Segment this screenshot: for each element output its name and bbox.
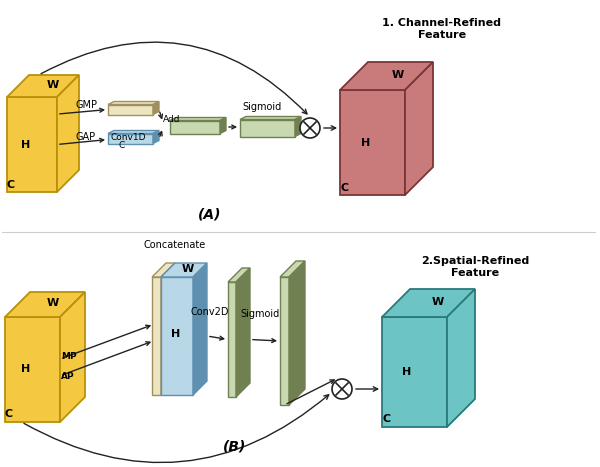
Text: H: H — [21, 365, 31, 375]
Polygon shape — [236, 268, 250, 397]
Text: Sigmoid: Sigmoid — [241, 309, 280, 318]
Text: Concatenate: Concatenate — [144, 240, 206, 250]
Text: H: H — [361, 137, 371, 148]
Text: 1. Channel-Refined
Feature: 1. Channel-Refined Feature — [383, 18, 502, 40]
Text: MP: MP — [61, 352, 77, 361]
Polygon shape — [382, 317, 447, 427]
Text: C: C — [7, 180, 15, 190]
Polygon shape — [193, 263, 207, 395]
Polygon shape — [340, 90, 405, 195]
Text: W: W — [46, 80, 59, 90]
Text: GMP: GMP — [76, 100, 98, 111]
Text: W: W — [182, 264, 194, 274]
Polygon shape — [153, 101, 159, 114]
Text: (A): (A) — [198, 208, 222, 222]
Polygon shape — [240, 116, 301, 120]
Polygon shape — [295, 116, 301, 136]
Text: (B): (B) — [223, 440, 247, 454]
Polygon shape — [5, 317, 60, 422]
Text: W: W — [47, 298, 59, 308]
Polygon shape — [447, 289, 475, 427]
Polygon shape — [161, 277, 193, 395]
Polygon shape — [161, 263, 207, 277]
Text: W: W — [392, 70, 404, 79]
Text: Sigmoid: Sigmoid — [242, 102, 281, 113]
Polygon shape — [240, 120, 295, 136]
Polygon shape — [153, 130, 159, 143]
Polygon shape — [161, 263, 175, 395]
Text: GAP: GAP — [76, 132, 96, 142]
Text: 2.Spatial-Refined
Feature: 2.Spatial-Refined Feature — [421, 256, 529, 278]
Text: H: H — [402, 367, 412, 377]
Polygon shape — [405, 62, 433, 195]
Polygon shape — [220, 118, 226, 134]
Text: H: H — [22, 140, 31, 149]
Polygon shape — [108, 134, 153, 143]
Text: Add: Add — [163, 114, 181, 123]
Polygon shape — [228, 268, 250, 282]
Polygon shape — [280, 277, 289, 405]
Polygon shape — [108, 105, 153, 114]
Polygon shape — [340, 62, 433, 90]
Text: W: W — [431, 297, 444, 307]
Polygon shape — [228, 282, 236, 397]
Polygon shape — [280, 261, 305, 277]
Text: AP: AP — [61, 372, 74, 381]
Polygon shape — [152, 277, 161, 395]
Polygon shape — [289, 261, 305, 405]
Polygon shape — [170, 120, 220, 134]
Circle shape — [300, 118, 320, 138]
Text: Conv1D: Conv1D — [110, 133, 146, 142]
Polygon shape — [57, 75, 79, 192]
Polygon shape — [108, 101, 159, 105]
Polygon shape — [382, 289, 475, 317]
Text: C: C — [5, 409, 13, 419]
Text: C: C — [341, 183, 349, 193]
Polygon shape — [7, 97, 57, 192]
Text: C: C — [383, 414, 391, 424]
Polygon shape — [152, 263, 175, 277]
Circle shape — [332, 379, 352, 399]
Text: H: H — [171, 329, 180, 339]
Polygon shape — [60, 292, 85, 422]
Text: Conv2D: Conv2D — [191, 307, 229, 317]
Polygon shape — [7, 75, 79, 97]
Text: C: C — [119, 142, 125, 150]
Polygon shape — [108, 130, 159, 134]
Polygon shape — [5, 292, 85, 317]
Polygon shape — [170, 118, 226, 120]
